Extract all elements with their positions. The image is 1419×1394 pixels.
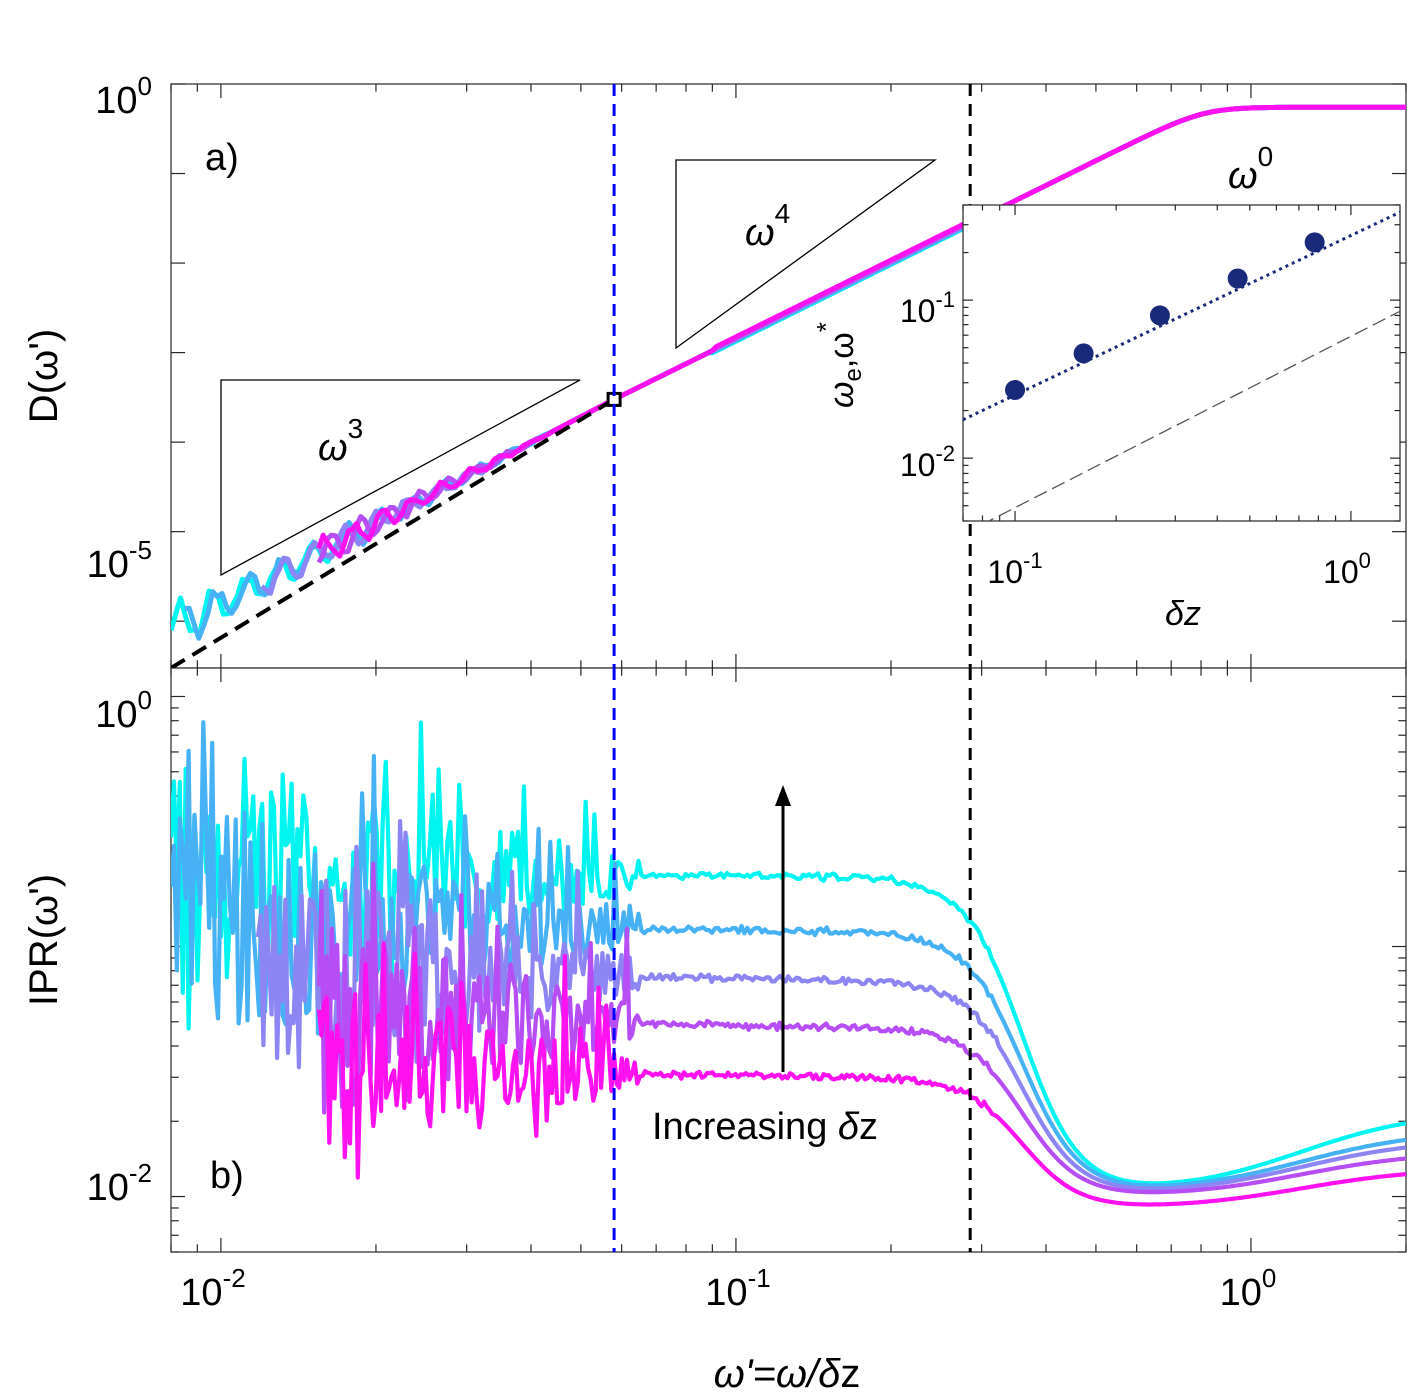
panel-b-series-line — [316, 942, 1406, 1207]
panel-a-ytick-label-top: 100 — [95, 71, 152, 122]
inset-plot — [963, 210, 1400, 521]
omega0-slope-label: ω0 — [1228, 141, 1273, 197]
panel-a-series — [171, 104, 1406, 641]
panel-b-ytick-label-bottom: 10-2 — [87, 1158, 152, 1209]
xtick-label-1: 10-2 — [180, 1263, 245, 1314]
inset-ytick-label-top: 10-1 — [900, 287, 955, 329]
panel-a-ytick-label-bottom: 10-5 — [87, 535, 152, 586]
panel-b-reference-lines — [612, 668, 972, 1252]
inset-frame — [962, 204, 1401, 522]
inset-data-point — [1073, 343, 1094, 364]
panel-b-y-axis-title: IPR(ω') — [22, 874, 66, 1006]
inset-y-axis-title: ωe,ω* — [811, 322, 867, 408]
inset-xtick-label-right: 100 — [1323, 548, 1371, 590]
omega3-slope-triangle — [220, 379, 581, 577]
omega4-slope-triangle — [675, 159, 938, 350]
panel-b-label: b) — [210, 1155, 244, 1197]
panel-a-y-axis-title: D(ω') — [22, 329, 66, 423]
inset-x-axis-title: δz — [1165, 595, 1201, 633]
xtick-label-2: 10-1 — [705, 1263, 770, 1314]
panel-b-ytick-label-top: 100 — [95, 685, 152, 736]
omega4-slope-label: ω4 — [745, 198, 790, 254]
inset-data-point — [1227, 268, 1248, 289]
inset-data-point — [1304, 232, 1325, 253]
inset-xtick-label-left: 10-1 — [987, 548, 1042, 590]
panel-b-series-line — [255, 818, 1406, 1191]
inset-ticks — [962, 204, 1400, 522]
omega3-slope-label: ω3 — [318, 413, 363, 469]
panel-b-x-ticks — [170, 668, 1407, 1252]
inset-chart: 10-1 10-2 10-1 100 δz ωe,ω* — [811, 204, 1401, 633]
increasing-arrow-head — [775, 785, 791, 806]
inset-data-point — [1149, 305, 1170, 326]
inset-ytick-label-bottom: 10-2 — [900, 441, 955, 483]
panel-a-series-line — [316, 104, 1406, 559]
x-axis-title: ω'=ω/δz — [714, 1352, 861, 1394]
panel-a-x-ticks — [170, 84, 1407, 668]
panel-b-series — [171, 720, 1406, 1207]
inset-data-point — [1005, 379, 1026, 400]
panel-a-label: a) — [205, 137, 239, 179]
omega3-fit-line — [171, 397, 616, 668]
increasing-dz-label: Increasing δz — [652, 1106, 878, 1148]
panel-b-y-ticks — [171, 695, 1406, 1253]
inset-reference-line — [987, 310, 1400, 521]
xtick-label-3: 100 — [1220, 1263, 1277, 1314]
panel-a: 100 10-5 D(ω') a) ω3 ω4 ω0 10-1 10-2 10-… — [22, 71, 1407, 669]
panel-b: Increasing δz b) 100 10-2 10-2 10-1 100 … — [22, 667, 1407, 1394]
